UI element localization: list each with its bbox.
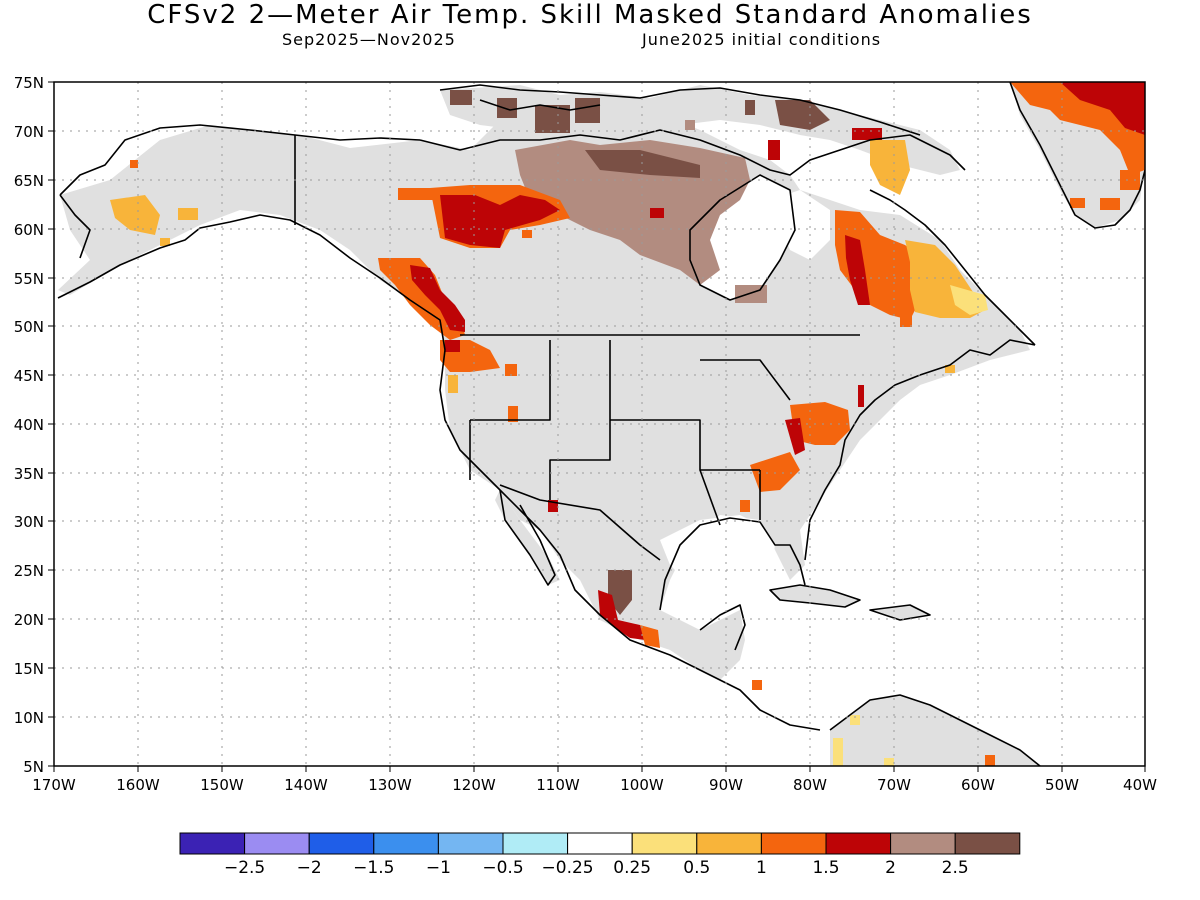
lat-label: 5N — [23, 758, 44, 776]
coastlines-and-borders — [57, 82, 1145, 766]
lon-label: 40W — [1123, 776, 1157, 794]
colorbar-swatch — [437, 832, 504, 855]
colorbar-swatch — [373, 832, 439, 855]
lat-label: 35N — [14, 465, 44, 483]
lat-label: 45N — [14, 367, 44, 385]
lat-label: 25N — [14, 562, 44, 580]
lon-label: 150W — [200, 776, 244, 794]
map-area — [54, 82, 1145, 766]
initial-conditions-subtitle: June2025 initial conditions — [642, 30, 882, 49]
colorbar-swatch — [631, 832, 698, 855]
colorbar-tick-label: −1.5 — [353, 858, 394, 878]
colorbar-tick-label: −0.5 — [482, 858, 523, 878]
map-title: CFSv2 2—Meter Air Temp. Skill Masked Sta… — [147, 0, 1033, 30]
lat-label: 60N — [14, 221, 44, 239]
lat-label: 75N — [14, 74, 44, 92]
graticule — [54, 82, 1145, 766]
lon-label: 80W — [793, 776, 827, 794]
colorbar-tick-label: −0.25 — [542, 858, 594, 878]
colorbar-tick-label: 1.5 — [812, 858, 839, 878]
lon-label: 130W — [368, 776, 412, 794]
lon-label: 140W — [284, 776, 328, 794]
colorbar-swatch — [244, 832, 310, 855]
lon-label: 170W — [32, 776, 76, 794]
longitude-labels: 170W 160W 150W 140W 130W 120W 110W 100W … — [32, 776, 1157, 794]
colorbar-tick-label: 0.25 — [613, 858, 651, 878]
colorbar-tick-label: 2.5 — [942, 858, 969, 878]
lat-label: 15N — [14, 660, 44, 678]
colorbar-swatch — [954, 832, 1021, 855]
colorbar-tick-label: −2.5 — [224, 858, 265, 878]
lat-label: 20N — [14, 611, 44, 629]
colorbar-swatch — [760, 832, 827, 855]
lat-label: 65N — [14, 172, 44, 190]
lon-label: 60W — [961, 776, 995, 794]
colorbar-swatch — [825, 832, 892, 855]
lon-label: 120W — [452, 776, 496, 794]
colorbar: −2.5 −2 −1.5 −1 −0.5 −0.25 0.25 0.5 1 1.5 2 2.5 — [179, 832, 1021, 878]
colorbar-tick-label: 1 — [756, 858, 767, 878]
colorbar-tick-label: 2 — [885, 858, 896, 878]
lon-label: 110W — [536, 776, 580, 794]
axis-ticks — [48, 81, 1146, 772]
lat-label: 40N — [14, 416, 44, 434]
lat-label: 70N — [14, 123, 44, 141]
lat-label: 50N — [14, 318, 44, 336]
colorbar-swatch — [179, 832, 246, 855]
anomaly-patches — [110, 82, 1145, 766]
period-subtitle: Sep2025—Nov2025 — [282, 30, 456, 49]
lon-label: 100W — [620, 776, 664, 794]
lon-label: 160W — [116, 776, 160, 794]
lon-label: 70W — [877, 776, 911, 794]
lon-label: 90W — [709, 776, 743, 794]
colorbar-swatch — [696, 832, 762, 855]
colorbar-tick-label: 0.5 — [683, 858, 710, 878]
colorbar-swatch — [567, 832, 633, 855]
lat-label: 55N — [14, 270, 44, 288]
latitude-labels: 75N 70N 65N 60N 55N 50N 45N 40N 35N 30N … — [14, 74, 44, 776]
colorbar-tick-label: −2 — [297, 858, 322, 878]
lat-label: 30N — [14, 513, 44, 531]
colorbar-tick-label: −1 — [426, 858, 451, 878]
lat-label: 10N — [14, 709, 44, 727]
colorbar-swatch — [502, 832, 569, 855]
colorbar-swatch — [308, 832, 375, 855]
colorbar-swatch — [890, 832, 956, 855]
lon-label: 50W — [1045, 776, 1079, 794]
